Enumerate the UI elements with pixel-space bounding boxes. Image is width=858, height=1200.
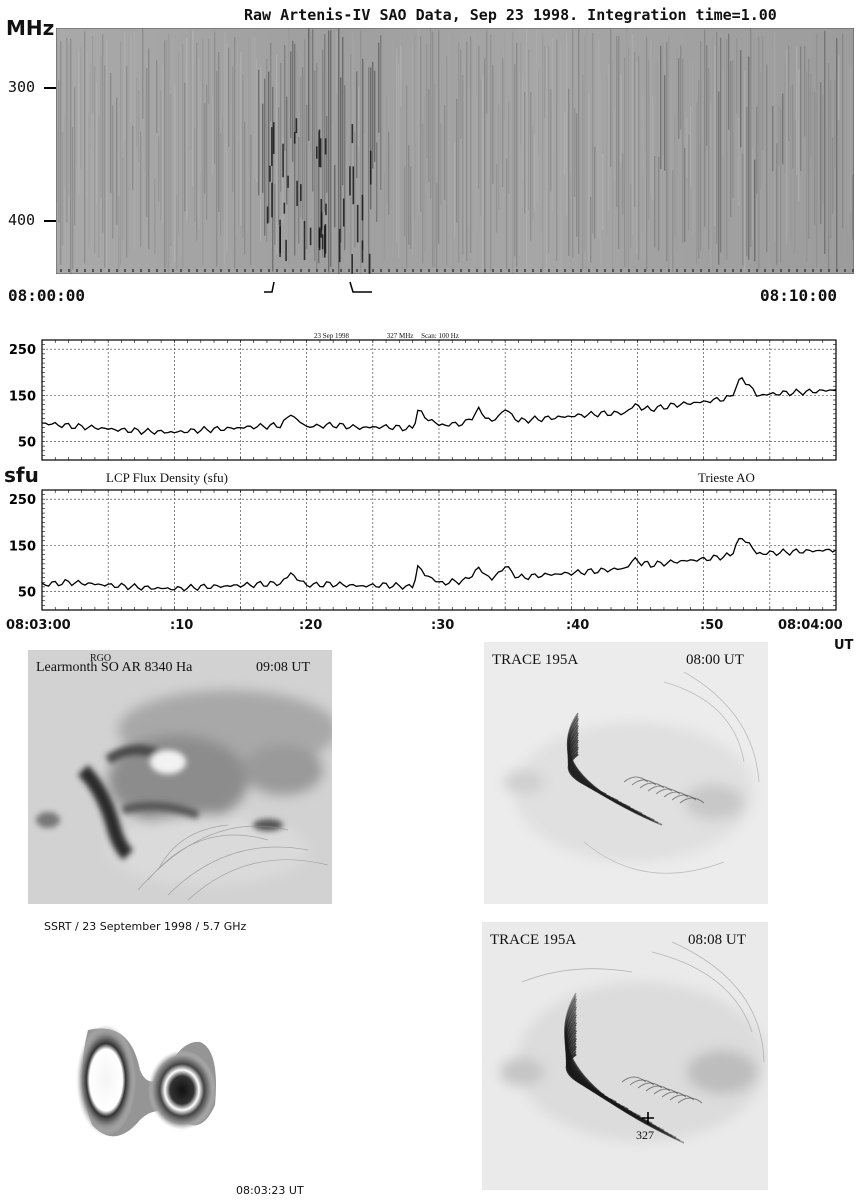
y-tick-label-50: 50: [18, 436, 36, 451]
flux-upper-date: 23 Sep 1998: [314, 332, 349, 340]
ssrt-radio-map: [76, 1024, 216, 1137]
flux-upper-freq: 327 MHz: [386, 332, 414, 340]
spectrogram-unit-label: MHz: [6, 16, 55, 40]
flux-lower-observatory: Trieste AO: [698, 470, 755, 485]
coronal-loop: [564, 1005, 665, 1133]
flux-series-line-0: [41, 376, 837, 436]
spectrogram-axes: [44, 87, 372, 293]
spectrogram-start-time: 08:00:00: [8, 286, 86, 305]
coronal-loop: [564, 997, 677, 1140]
flux-upper-header: 23 Sep 1998 327 MHz Scan: 100 Hz: [314, 332, 459, 340]
time-tick-1: :10: [170, 618, 194, 633]
time-tick-6: 08:04:00: [778, 618, 843, 633]
spectrogram-panel: [56, 28, 854, 274]
coronal-loop: [567, 712, 663, 826]
y-tick-label-250: 250: [9, 343, 36, 358]
burst-end-bracket: [349, 281, 372, 293]
coronal-loop: [564, 995, 681, 1142]
coronal-loop: [564, 1000, 673, 1137]
flux-lower-caption: LCP Flux Density (sfu): [106, 470, 228, 485]
coronal-loop-small: [677, 1097, 703, 1104]
flux-upper-scan: Scan: 100 Hz: [421, 332, 459, 340]
burst-start-bracket: [264, 281, 275, 293]
trace-image-1: [484, 642, 768, 904]
halpha-time: 09:08 UT: [256, 660, 311, 675]
ssrt-caption: SSRT / 23 September 1998 / 5.7 GHz: [44, 920, 247, 933]
coronal-loop: [564, 1003, 669, 1135]
flux-lower-unit: sfu: [4, 463, 39, 487]
time-tick-3: :30: [431, 618, 455, 633]
ssrt-time: 08:03:23 UT: [236, 1184, 304, 1197]
time-tick-0: 08:03:00: [6, 618, 71, 633]
coronal-loop: [565, 1008, 661, 1130]
marker-cross-icon: [642, 1112, 654, 1124]
flux-lower-chart: 50 150 250: [9, 489, 837, 611]
spectrogram-end-time: 08:10:00: [760, 286, 838, 305]
flux-series-line-0: [41, 537, 837, 592]
time-axis-unit: UT: [834, 638, 854, 653]
halpha-image: [28, 650, 332, 904]
time-tick-2: :20: [299, 618, 323, 633]
spectrogram-title: Raw Artenis-IV SAO Data, Sep 23 1998. In…: [244, 6, 777, 24]
time-tick-4: :40: [566, 618, 590, 633]
trace1-time: 08:00 UT: [686, 652, 744, 668]
trace1-label: TRACE 195A: [492, 652, 579, 668]
trace2-marker-label: 327: [636, 1128, 654, 1142]
spectrogram-tick-400: 400: [8, 211, 36, 229]
halpha-label: Learmonth SO AR 8340 Ha: [36, 660, 193, 675]
time-tick-5: :50: [700, 618, 724, 633]
y-tick-label-250: 250: [9, 493, 36, 508]
coronal-loop-small: [679, 797, 705, 804]
trace2-time: 08:08 UT: [688, 932, 746, 948]
flux-upper-chart: 50 150 250: [9, 339, 837, 461]
y-tick-label-150: 150: [9, 539, 36, 554]
halpha-overlay-label: RGO: [90, 653, 112, 664]
spectrogram-tick-300: 300: [8, 78, 36, 96]
trace-image-2: [482, 922, 768, 1190]
y-tick-label-150: 150: [9, 389, 36, 404]
trace2-label: TRACE 195A: [490, 932, 577, 948]
y-tick-label-50: 50: [18, 586, 36, 601]
coronal-loop: [564, 992, 685, 1144]
